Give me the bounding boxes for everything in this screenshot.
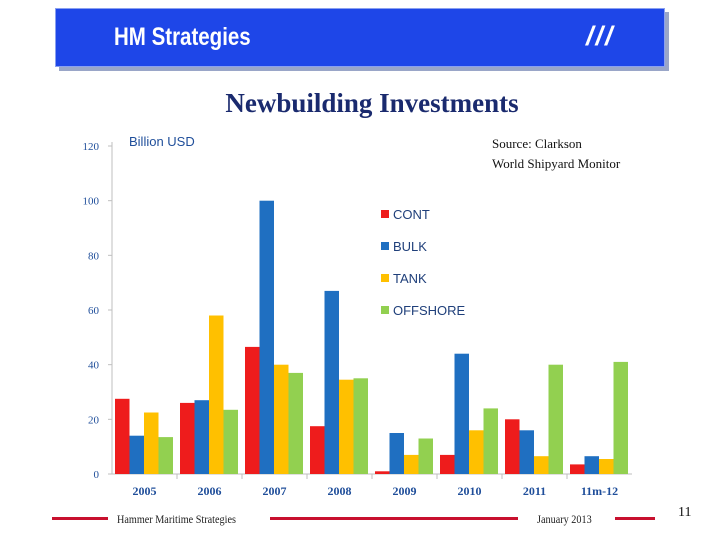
bar-tank-2007 xyxy=(274,364,289,474)
source-line-1: Source: Clarkson xyxy=(492,136,582,151)
y-tick-label: 100 xyxy=(83,196,100,208)
footer-date: January 2013 xyxy=(537,512,592,526)
source-note: Source: Clarkson World Shipyard Monitor xyxy=(492,134,620,174)
bar-bulk-2009 xyxy=(389,433,404,474)
x-tick-label: 2006 xyxy=(198,484,222,498)
y-tick-label: 60 xyxy=(88,305,100,317)
bar-cont-2006 xyxy=(180,402,195,474)
x-tick-label: 2010 xyxy=(458,484,482,498)
bar-tank-2008 xyxy=(339,379,354,474)
bar-offshore-2010 xyxy=(483,408,498,474)
source-line-2: World Shipyard Monitor xyxy=(492,156,621,171)
y-tick-label: 40 xyxy=(88,360,100,372)
bar-tank-2009 xyxy=(404,454,419,474)
slide-title: Newbuilding Investments xyxy=(225,88,519,118)
y-tick-label: 0 xyxy=(94,469,100,481)
legend-swatch-cont xyxy=(381,210,389,218)
legend-swatch-tank xyxy=(381,274,389,282)
footer-rule-right xyxy=(615,517,655,520)
bar-tank-2006 xyxy=(209,315,224,474)
bar-cont-2005 xyxy=(115,398,130,474)
bar-offshore-11m-12 xyxy=(613,361,628,474)
bar-bulk-2008 xyxy=(324,290,339,474)
bar-bulk-11m-12 xyxy=(584,456,599,474)
bar-tank-2011 xyxy=(534,456,549,474)
legend-swatch-bulk xyxy=(381,242,389,250)
legend-swatch-offshore xyxy=(381,306,389,314)
bar-tank-11m-12 xyxy=(599,459,614,474)
y-tick-label: 120 xyxy=(83,141,100,153)
x-tick-label: 2005 xyxy=(133,484,157,498)
bar-offshore-2005 xyxy=(158,437,173,474)
bar-tank-2010 xyxy=(469,430,484,474)
y-tick-label: 20 xyxy=(88,414,100,426)
chart-bars xyxy=(115,200,628,474)
chart-legend: CONT BULK TANK OFFSHORE xyxy=(381,207,466,318)
page-number: 11 xyxy=(678,505,692,520)
bar-cont-2009 xyxy=(375,471,390,474)
legend-label-bulk: BULK xyxy=(393,239,427,254)
x-tick-label: 2007 xyxy=(263,484,287,498)
legend-label-tank: TANK xyxy=(393,271,427,286)
bar-bulk-2006 xyxy=(194,400,209,474)
bar-offshore-2006 xyxy=(223,409,238,474)
x-tick-label: 2009 xyxy=(393,484,417,498)
bar-bulk-2007 xyxy=(259,200,274,474)
bar-cont-2010 xyxy=(440,454,455,474)
bar-bulk-2011 xyxy=(519,430,534,474)
bar-offshore-2009 xyxy=(418,438,433,474)
footer-company: Hammer Maritime Strategies xyxy=(117,512,236,526)
bar-cont-2008 xyxy=(310,426,325,474)
bar-bulk-2010 xyxy=(454,353,469,474)
bar-offshore-2011 xyxy=(548,364,563,474)
x-tick-label: 2008 xyxy=(328,484,352,498)
footer-rule-left xyxy=(52,517,108,520)
header-banner: HM Strategies /// xyxy=(55,8,665,67)
bar-cont-2007 xyxy=(245,346,260,474)
y-tick-label: 80 xyxy=(88,250,100,262)
bar-bulk-2005 xyxy=(129,435,144,474)
bar-cont-11m-12 xyxy=(570,464,585,474)
bar-offshore-2008 xyxy=(353,378,368,474)
bar-offshore-2007 xyxy=(288,372,303,474)
chart-axes: 0 20 40 60 80 100 120 2005 2006 2007 2008 2009 2010 2… xyxy=(83,141,632,498)
y-axis-label: Billion USD xyxy=(129,134,195,149)
header-logo-mark: /// xyxy=(586,21,615,51)
legend-label-cont: CONT xyxy=(393,207,430,222)
bar-tank-2005 xyxy=(144,412,159,474)
x-tick-label: 2011 xyxy=(523,484,546,498)
bar-cont-2011 xyxy=(505,419,520,474)
footer-rule-middle xyxy=(270,517,518,520)
header-title: HM Strategies xyxy=(114,23,251,51)
legend-label-offshore: OFFSHORE xyxy=(393,303,466,318)
x-tick-label: 11m-12 xyxy=(581,484,618,498)
